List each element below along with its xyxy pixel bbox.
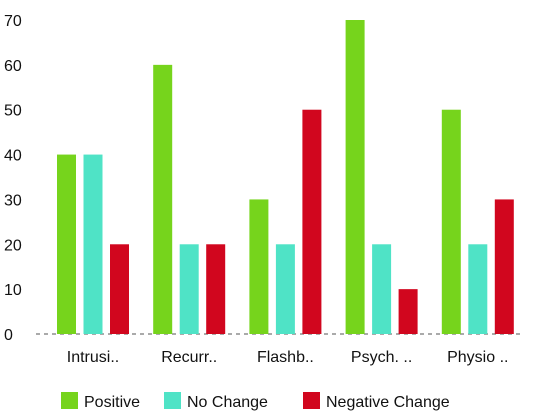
legend-label: Positive xyxy=(84,394,140,411)
legend: Positive No Change Negative Change xyxy=(61,392,450,411)
y-tick-label: 30 xyxy=(4,192,22,209)
legend-label: No Change xyxy=(187,394,268,411)
x-axis: Intrusi.. Recurr.. Flashb.. Psych. .. Physio… xyxy=(67,349,509,366)
x-tick-label: Psych. .. xyxy=(351,349,412,366)
bar xyxy=(302,109,322,334)
x-tick-label: Flashb.. xyxy=(257,349,314,366)
y-tick-label: 10 xyxy=(4,282,22,299)
bar xyxy=(494,199,514,334)
bar xyxy=(110,244,129,334)
y-tick-label: 50 xyxy=(4,103,22,120)
bar xyxy=(398,289,418,334)
legend-swatch xyxy=(164,392,181,409)
bar xyxy=(275,244,295,334)
x-tick-label: Intrusi.. xyxy=(67,349,119,366)
bar xyxy=(206,244,226,334)
y-tick-label: 40 xyxy=(4,148,22,165)
bar xyxy=(249,199,269,334)
x-tick-label: Recurr.. xyxy=(161,349,217,366)
bar xyxy=(345,20,365,334)
y-tick-label: 60 xyxy=(4,58,22,75)
y-tick-label: 0 xyxy=(4,327,13,344)
legend-item: Negative Change xyxy=(303,392,450,411)
legend-item: No Change xyxy=(164,392,268,411)
legend-swatch xyxy=(303,392,320,409)
legend-item: Positive xyxy=(61,392,140,411)
legend-swatch xyxy=(61,392,78,409)
y-tick-label: 70 xyxy=(4,13,22,30)
bar xyxy=(372,244,392,334)
bar xyxy=(179,244,199,334)
legend-label: Negative Change xyxy=(326,394,450,411)
bar xyxy=(441,109,461,334)
bar xyxy=(57,154,76,334)
y-tick-label: 20 xyxy=(4,237,22,254)
bars-group xyxy=(57,20,514,334)
bar xyxy=(468,244,488,334)
bar xyxy=(83,154,103,334)
x-tick-label: Physio .. xyxy=(447,349,508,366)
y-axis: 0 10 20 30 40 50 60 70 xyxy=(4,13,22,344)
bar xyxy=(153,64,173,334)
